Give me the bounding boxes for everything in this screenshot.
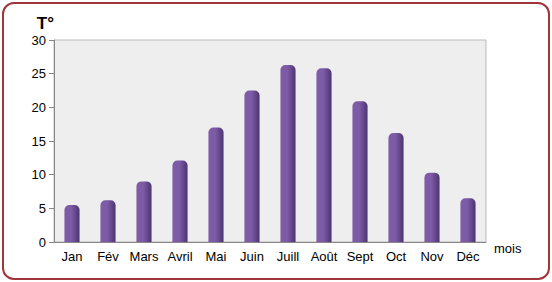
svg-text:25: 25 (32, 66, 46, 81)
svg-text:0: 0 (39, 235, 46, 250)
svg-text:10: 10 (32, 167, 46, 182)
svg-text:Juin: Juin (240, 249, 264, 264)
svg-text:Jan: Jan (62, 249, 83, 264)
svg-text:Fév: Fév (97, 249, 119, 264)
svg-text:Avril: Avril (167, 249, 192, 264)
svg-text:Oct: Oct (386, 249, 407, 264)
svg-text:T°: T° (37, 14, 54, 33)
svg-text:30: 30 (32, 33, 46, 48)
svg-text:Mars: Mars (130, 249, 159, 264)
svg-text:Sept: Sept (347, 249, 374, 264)
svg-text:Août: Août (311, 249, 338, 264)
svg-text:5: 5 (39, 201, 46, 216)
svg-text:20: 20 (32, 100, 46, 115)
svg-text:Nov: Nov (420, 249, 444, 264)
svg-text:15: 15 (32, 134, 46, 149)
svg-text:Juill: Juill (277, 249, 300, 264)
svg-text:Mai: Mai (206, 249, 227, 264)
svg-text:mois: mois (494, 241, 522, 256)
svg-text:Déc: Déc (456, 249, 480, 264)
